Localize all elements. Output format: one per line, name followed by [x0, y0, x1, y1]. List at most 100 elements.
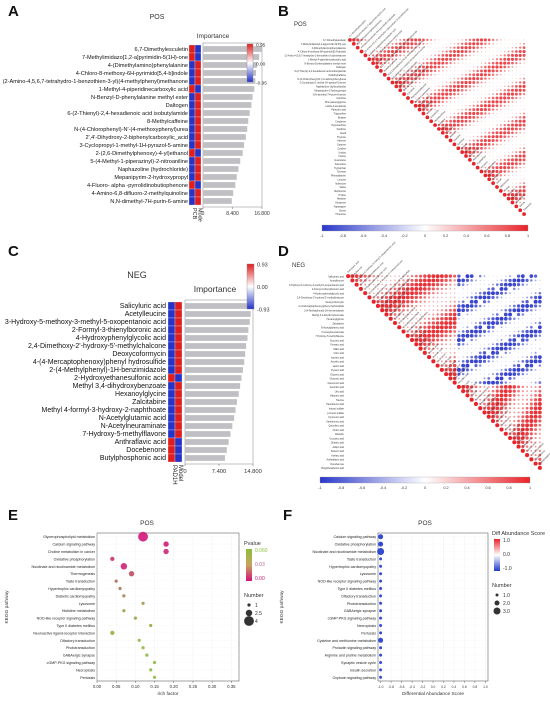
- importance-bar: [203, 174, 237, 180]
- correlation-cell: [363, 291, 368, 296]
- correlation-cell: [411, 58, 413, 60]
- correlation-cell: [462, 322, 464, 324]
- correlation-cell: [479, 377, 481, 379]
- correlation-cell: [482, 291, 487, 295]
- correlation-cell: [513, 382, 515, 384]
- correlation-cell: [471, 288, 473, 290]
- correlation-cell: [495, 346, 500, 351]
- correlation-cell: [488, 54, 490, 56]
- correlation-cell: [518, 326, 520, 328]
- correlation-cell: [521, 359, 525, 363]
- correlation-cell: [515, 131, 518, 134]
- correlation-cell: [538, 334, 542, 338]
- correlation-cell: [495, 61, 499, 65]
- correlation-cell: [441, 54, 445, 57]
- x-tick-label: -0.2: [420, 685, 426, 689]
- correlation-cell: [415, 54, 417, 56]
- correlation-cell: [477, 124, 479, 126]
- correlation-cell: [530, 385, 533, 388]
- correlation-cell: [480, 85, 483, 87]
- correlation-cell: [496, 82, 498, 83]
- correlation-cell: [518, 339, 520, 341]
- data-point: [379, 624, 383, 627]
- panel-a-letter: A: [8, 3, 19, 20]
- correlation-cell: [453, 355, 456, 359]
- correlation-cell: [525, 427, 530, 432]
- correlation-cell: [457, 127, 460, 131]
- correlation-cell: [511, 170, 514, 173]
- correlation-cell: [379, 50, 383, 53]
- correlation-cell: [388, 299, 393, 304]
- x-tick-label: 14.800: [244, 469, 262, 475]
- correlation-cell: [410, 334, 414, 338]
- correlation-cell: [480, 135, 483, 138]
- correlation-cell: [484, 93, 486, 95]
- x-tick-label: -0.4: [409, 685, 415, 689]
- row-label: Adipic acid: [332, 446, 344, 449]
- correlation-cell: [436, 347, 439, 350]
- importance-bar: [185, 407, 236, 413]
- correlation-cell: [539, 309, 541, 311]
- correlation-cell: [499, 54, 502, 57]
- correlation-cell: [465, 93, 467, 95]
- correlation-cell: [418, 73, 422, 77]
- heat-cell-model: [188, 108, 196, 118]
- diag-label: Uric acid: [462, 380, 471, 389]
- correlation-cell: [519, 174, 521, 176]
- correlation-cell: [426, 77, 429, 80]
- correlation-cell: [530, 368, 533, 372]
- data-point: [379, 668, 383, 672]
- correlation-cell: [519, 74, 521, 76]
- row-label: Malic acid: [333, 348, 344, 351]
- y-axis-label: KEGG pathway: [4, 590, 10, 624]
- correlation-cell: [534, 385, 537, 388]
- correlation-cell: [402, 283, 405, 287]
- correlation-cell: [409, 337, 415, 343]
- correlation-cell: [415, 50, 417, 53]
- correlation-cell: [538, 389, 542, 393]
- correlation-cell: [511, 66, 514, 68]
- correlation-cell: [406, 81, 410, 84]
- correlation-cell: [522, 212, 526, 216]
- correlation-cell: [375, 54, 379, 57]
- correlation-cell: [482, 295, 487, 300]
- data-point: [379, 661, 383, 664]
- correlation-cell: [465, 58, 467, 60]
- correlation-cell: [435, 274, 440, 279]
- correlation-cell: [472, 115, 476, 119]
- correlation-cell: [537, 355, 542, 359]
- correlation-cell: [483, 173, 488, 178]
- correlation-cell: [427, 282, 431, 287]
- correlation-cell: [509, 424, 512, 427]
- correlation-cell: [469, 54, 471, 57]
- correlation-cell: [492, 301, 494, 303]
- correlation-cell: [491, 65, 495, 69]
- correlation-cell: [511, 186, 514, 188]
- correlation-cell: [432, 313, 435, 316]
- legend-size-dot: [244, 616, 254, 626]
- category-label: Taste transduction: [66, 580, 95, 584]
- correlation-cell: [499, 158, 502, 161]
- heat-cell-group: [194, 60, 202, 70]
- correlation-cell: [522, 365, 524, 367]
- correlation-cell: [499, 61, 503, 65]
- correlation-cell: [469, 62, 471, 64]
- correlation-cell: [492, 54, 494, 56]
- correlation-cell: [427, 287, 431, 291]
- correlation-cell: [364, 43, 366, 45]
- correlation-cell: [431, 342, 435, 346]
- heat-cell-model: [167, 397, 176, 407]
- correlation-cell: [432, 351, 435, 354]
- correlation-cell: [481, 54, 482, 56]
- correlation-cell: [492, 155, 494, 157]
- correlation-cell: [399, 38, 402, 41]
- correlation-cell: [487, 100, 491, 104]
- correlation-cell: [496, 159, 498, 161]
- correlation-cell: [496, 108, 498, 111]
- correlation-cell: [384, 295, 389, 300]
- correlation-cell: [491, 325, 495, 329]
- category-label: Docebenone: [126, 447, 166, 454]
- correlation-cell: [466, 322, 468, 324]
- correlation-cell: [380, 308, 385, 313]
- correlation-cell: [511, 182, 513, 184]
